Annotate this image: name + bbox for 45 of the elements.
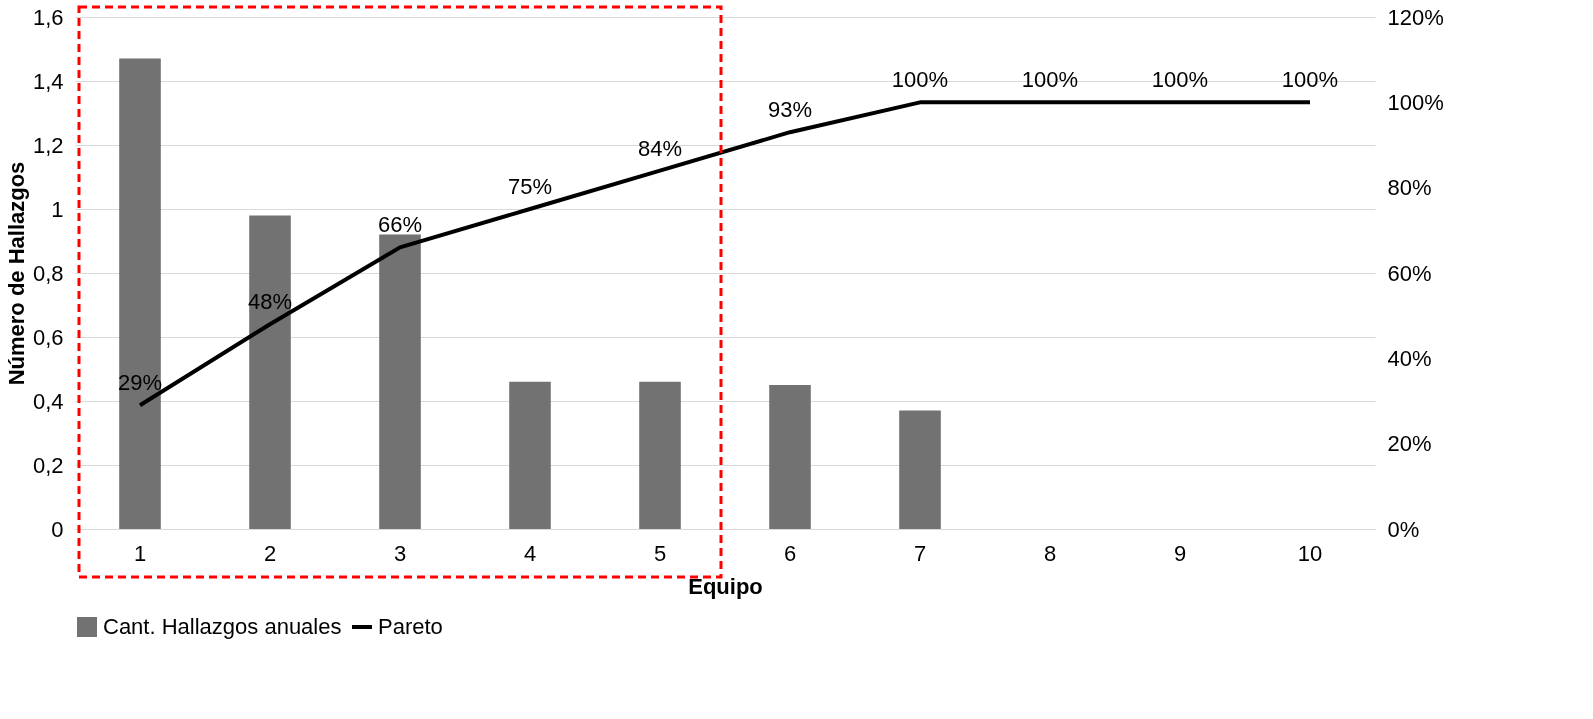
y-tick-label: 1,4	[32, 68, 64, 94]
legend-label: Cant. Hallazgos anuales	[103, 614, 342, 639]
y-tick-label: 1	[51, 196, 64, 222]
data-label: 84%	[637, 135, 683, 161]
x-tick-label: 4	[523, 540, 537, 566]
data-label: 66%	[377, 212, 423, 238]
x-tick-label: 2	[263, 540, 277, 566]
y2-tick-label: 80%	[1387, 175, 1432, 201]
y-tick-label: 0,4	[32, 388, 64, 414]
bar	[379, 234, 421, 529]
data-label: 100%	[1281, 67, 1339, 93]
data-label: 100%	[1021, 67, 1079, 93]
bar	[249, 215, 291, 529]
y2-tick-label: 100%	[1387, 89, 1444, 115]
data-label: 100%	[891, 67, 949, 93]
y2-tick-label: 120%	[1387, 4, 1444, 30]
y-tick-label: 0,8	[32, 260, 64, 286]
y-tick-label: 0,6	[32, 324, 64, 350]
x-tick-label: 9	[1173, 540, 1187, 566]
bar	[119, 58, 161, 529]
x-tick-label: 6	[783, 540, 797, 566]
data-label: 93%	[767, 97, 813, 123]
y-tick-label: 1,6	[32, 4, 64, 30]
x-tick-label: 10	[1297, 540, 1323, 566]
y2-tick-label: 60%	[1387, 260, 1432, 286]
bar	[509, 381, 551, 529]
data-label: 75%	[507, 174, 553, 199]
y-axis-title: Número de Hallazgos	[3, 161, 29, 386]
x-tick-label: 7	[913, 540, 927, 566]
y-tick-label: 0,2	[32, 452, 64, 478]
legend-label: Pareto	[378, 614, 443, 639]
x-tick-label: 1	[133, 540, 147, 566]
x-tick-label: 8	[1043, 540, 1057, 566]
x-axis-title: Equipo	[688, 573, 763, 599]
bar	[769, 385, 811, 529]
y-tick-label: 0	[51, 516, 64, 542]
y2-tick-label: 0%	[1387, 516, 1420, 542]
bar	[899, 410, 941, 529]
y-tick-label: 1,2	[32, 132, 64, 158]
y2-tick-label: 20%	[1387, 431, 1432, 457]
bar	[639, 381, 681, 529]
data-label: 100%	[1151, 67, 1209, 93]
x-tick-label: 3	[393, 540, 407, 566]
x-tick-label: 5	[653, 540, 667, 566]
y2-tick-label: 40%	[1387, 345, 1432, 371]
